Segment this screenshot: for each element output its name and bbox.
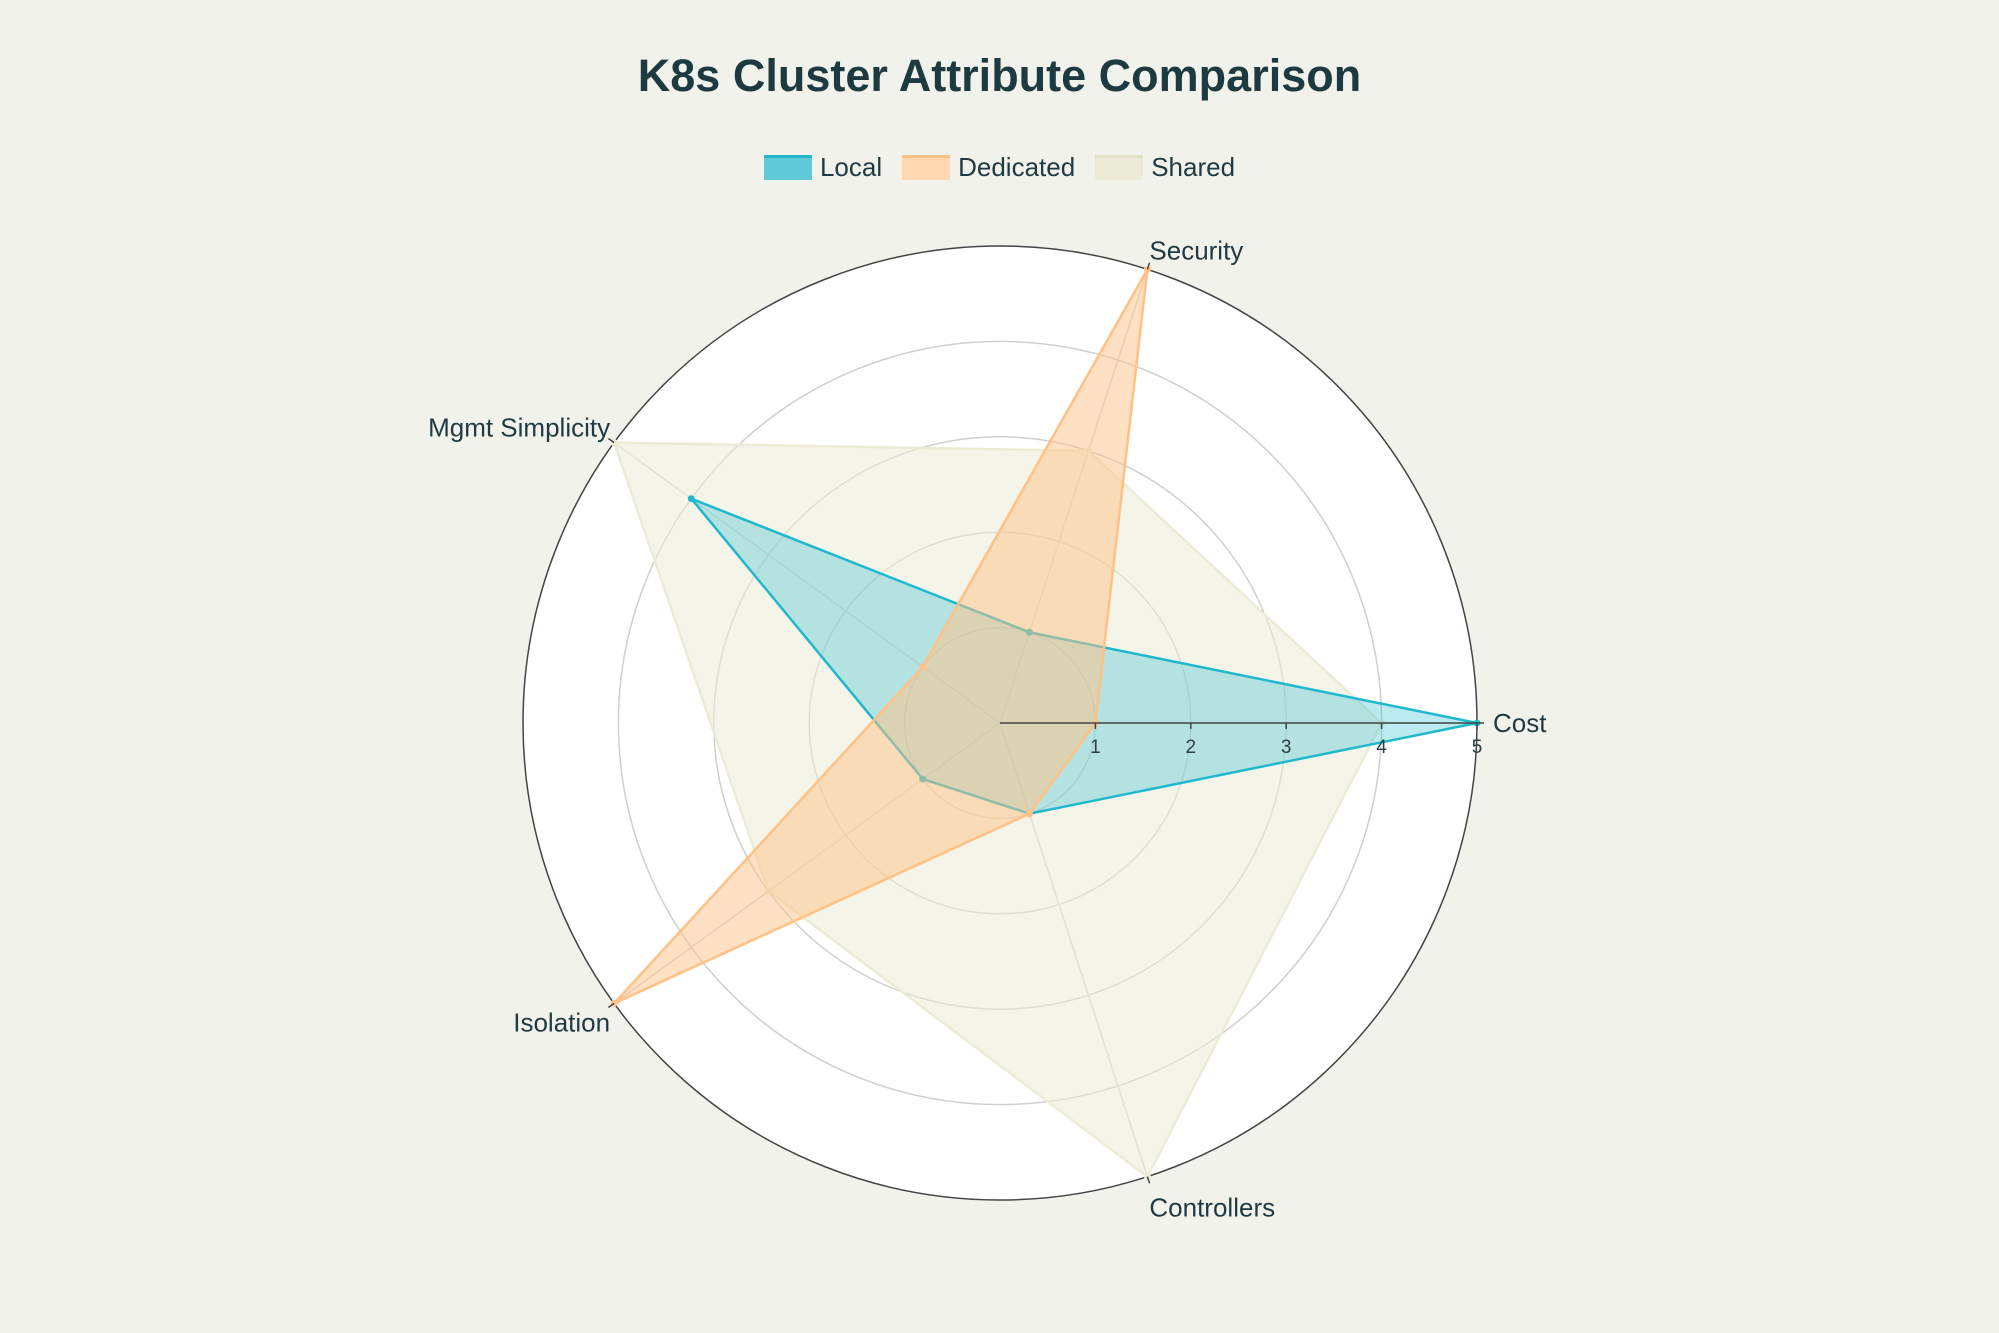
legend-item-local[interactable]: Local [763,152,883,183]
axis-label-security: Security [1149,235,1243,265]
data-point-local-mgmt-simplicity [687,495,695,503]
radial-tick-label-4: 4 [1376,737,1387,758]
angular-tick-controllers [1146,1176,1151,1184]
data-point-dedicated-mgmt-simplicity [919,663,927,671]
legend-label-shared: Shared [1151,152,1236,182]
radial-tick-label-5: 5 [1472,737,1483,758]
legend: Local Dedicated Shared [0,152,1999,183]
radial-tick-label-1: 1 [1090,737,1101,758]
legend-label-dedicated: Dedicated [958,152,1076,182]
series-area-dedicated [612,268,1149,1005]
data-point-dedicated-controllers [1025,810,1033,818]
radial-tick-label-3: 3 [1281,737,1292,758]
angular-tick-mgmt-simplicity [607,437,615,444]
legend-item-shared[interactable]: Shared [1095,152,1235,183]
radial-tick-label-2: 2 [1186,737,1197,758]
axis-label-cost: Cost [1493,708,1547,738]
angular-tick-isolation [607,1002,615,1009]
legend-label-local: Local [819,152,883,182]
axis-label-controllers: Controllers [1149,1193,1275,1223]
chart-title: K8s Cluster Attribute Comparison [637,50,1362,101]
legend-swatch-local [763,155,812,180]
legend-swatch-shared [1095,155,1144,180]
legend-item-dedicated[interactable]: Dedicated [902,152,1075,183]
angular-tick-security [1146,262,1151,270]
axis-label-mgmt-simplicity: Mgmt Simplicity [428,413,610,443]
legend-swatch-dedicated [902,155,951,180]
axis-label-isolation: Isolation [513,1007,610,1037]
